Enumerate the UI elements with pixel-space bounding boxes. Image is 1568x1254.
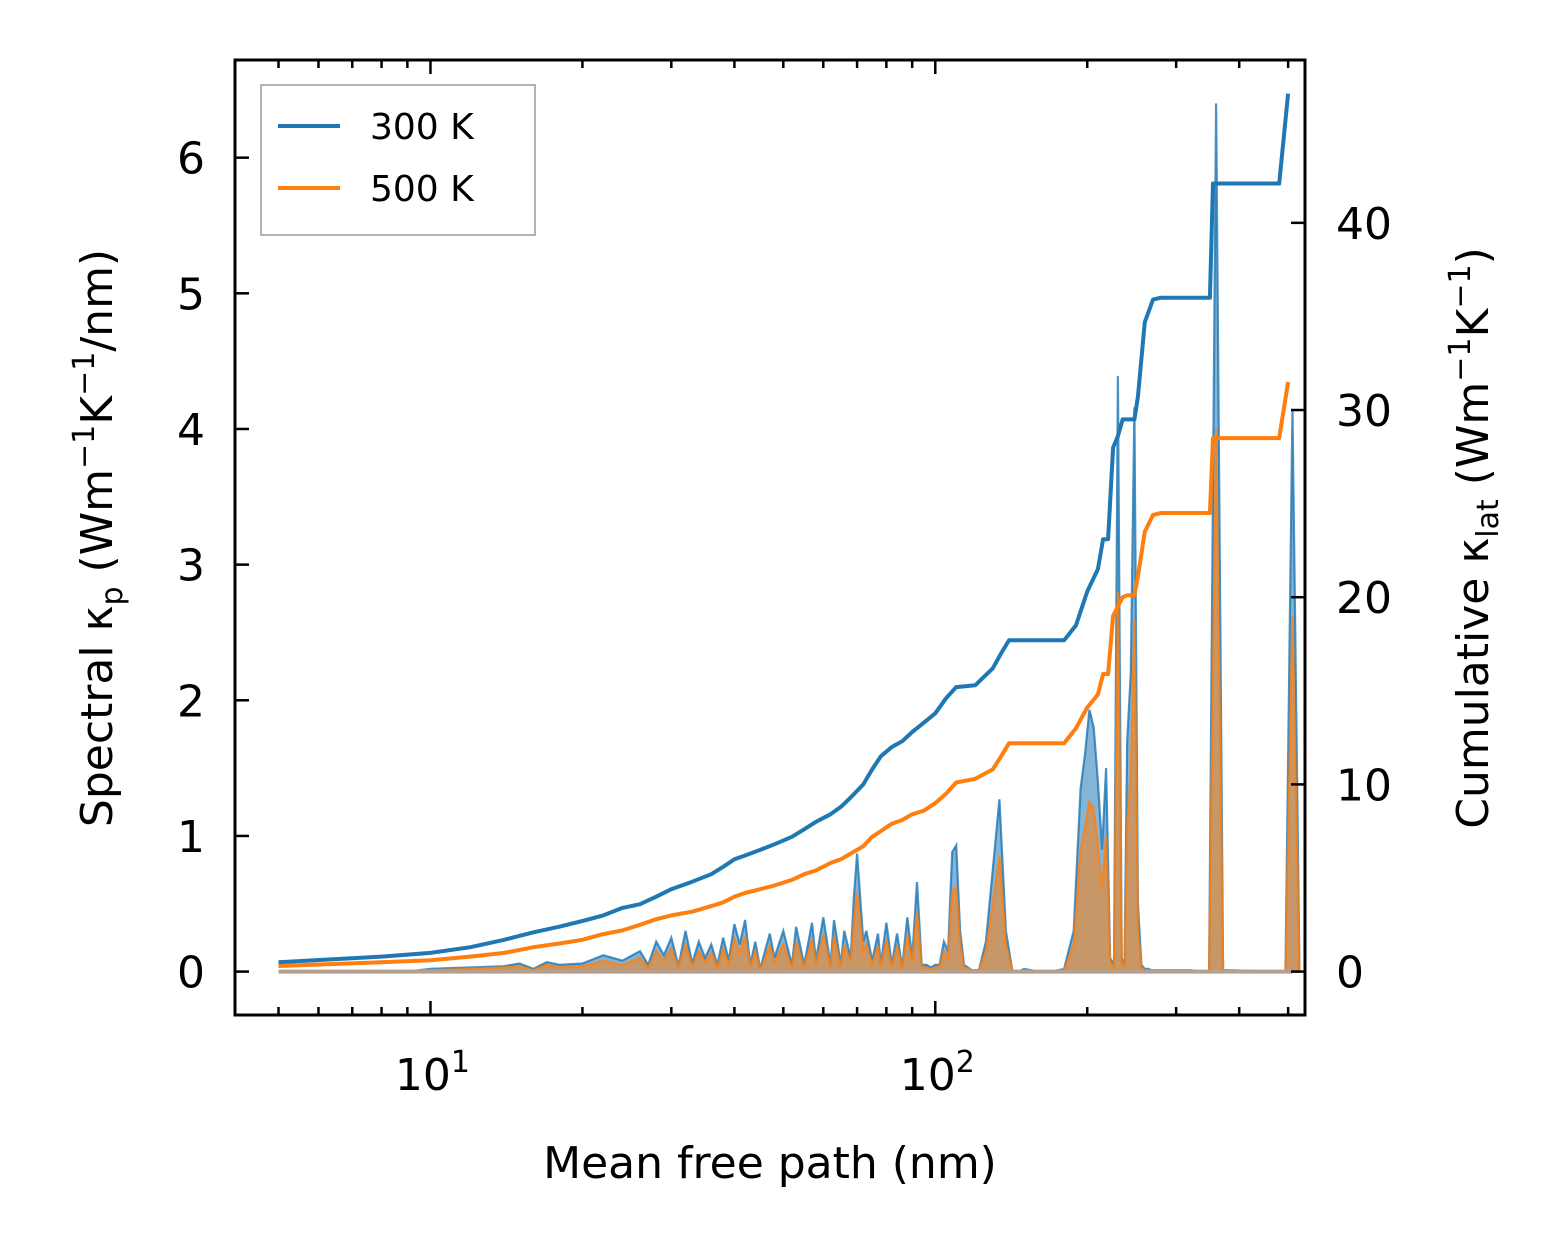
y-left-tick-label: 2: [177, 676, 205, 727]
legend-label-500k: 500 K: [370, 169, 475, 210]
y-left-tick-label: 0: [177, 948, 205, 999]
y-left-tick-label: 5: [177, 269, 205, 320]
x-tick-label-exponent: 1: [451, 1045, 470, 1080]
plot-frame: [233, 58, 1307, 1017]
x-tick-label-exponent: 2: [956, 1045, 975, 1080]
x-tick-label-base: 10: [900, 1050, 956, 1101]
y-right-tick-label: 20: [1336, 573, 1392, 624]
y-left-tick-label: 4: [177, 405, 205, 456]
y-right-tick-label: 10: [1336, 760, 1392, 811]
cumulative-line-500-k: [278, 381, 1291, 968]
y-axis-right-label: Cumulative κlat (Wm−1K−1): [1443, 247, 1506, 829]
y-left-tick-label: 6: [177, 134, 205, 185]
spectral-areas: [278, 103, 1301, 974]
cumulative-lines: [278, 93, 1291, 968]
legend-box: [260, 84, 536, 236]
x-tick-label-base: 10: [395, 1050, 451, 1101]
y-right-tick-label: 0: [1336, 948, 1364, 999]
x-tick-label: 102: [900, 1045, 975, 1101]
y-left-tick-label: 3: [177, 541, 205, 592]
y-axis-left-label: Spectral κp (Wm−1K−1/nm): [67, 249, 130, 827]
x-axis-label: Mean free path (nm): [543, 1138, 997, 1189]
y-right-tick-label: 40: [1336, 199, 1392, 250]
legend-label-300k: 300 K: [370, 107, 475, 148]
axis-ticks: [235, 60, 1305, 1015]
legend: 300 K 500 K: [260, 84, 536, 236]
x-tick-label: 101: [395, 1045, 470, 1101]
cumulative-line-300-k: [278, 93, 1291, 965]
y-left-tick-label: 1: [177, 812, 205, 863]
y-right-tick-label: 30: [1336, 386, 1392, 437]
